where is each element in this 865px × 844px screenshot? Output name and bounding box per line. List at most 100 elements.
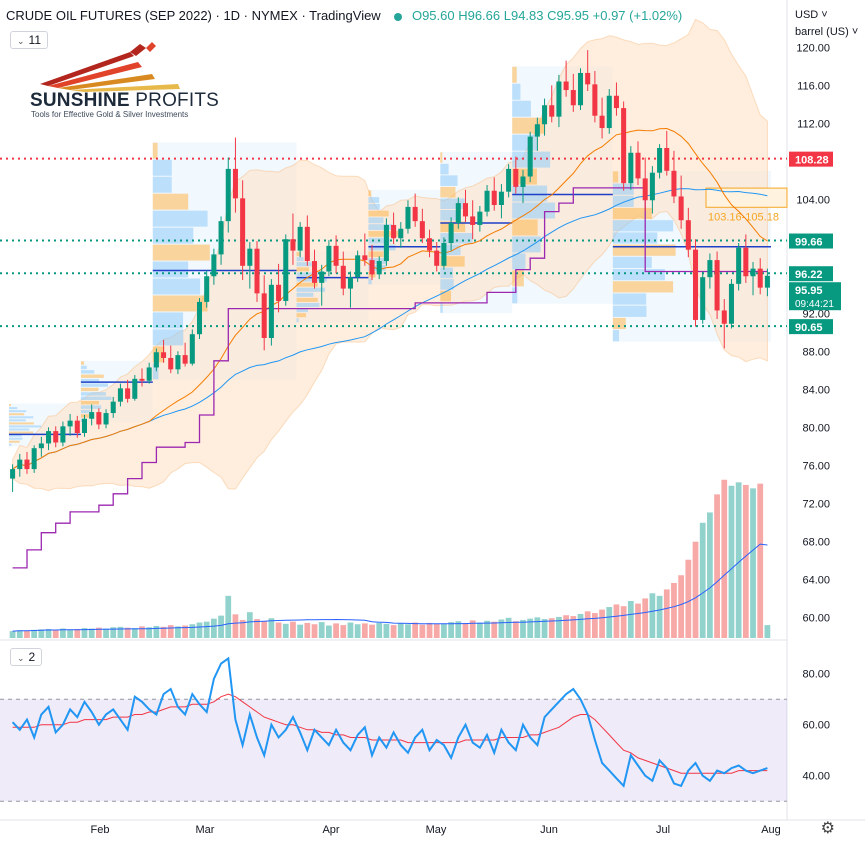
- volume-bar: [311, 624, 318, 638]
- gear-icon[interactable]: ⚙: [820, 820, 835, 837]
- candle-body: [556, 81, 562, 117]
- candle-body: [534, 124, 540, 137]
- volume-bars: [9, 479, 771, 638]
- volume-bar: [541, 619, 548, 638]
- candle-body: [211, 254, 217, 277]
- candle-body: [60, 426, 66, 443]
- candle: [714, 251, 720, 319]
- volume-bar: [326, 625, 332, 638]
- profile-row: [152, 176, 172, 193]
- candle: [232, 137, 238, 213]
- profile-row: [152, 193, 189, 210]
- candle-body: [477, 211, 483, 225]
- volume-bar: [333, 623, 339, 638]
- candle-body: [613, 95, 619, 109]
- profile-row: [152, 363, 159, 380]
- candle: [664, 130, 670, 176]
- candle-body: [67, 420, 73, 427]
- profile-row: [296, 302, 320, 308]
- candle: [549, 85, 555, 123]
- rsi-indicators-toggle-button[interactable]: ⌄ 2: [10, 648, 43, 666]
- profile-row: [9, 443, 12, 446]
- candle-body: [570, 90, 576, 106]
- volume-bar: [16, 630, 23, 638]
- time-tick-label: Jun: [540, 824, 558, 836]
- candle: [556, 74, 562, 128]
- profile-row: [9, 404, 11, 407]
- symbol-title[interactable]: CRUDE OIL FUTURES (SEP 2022) · 1D · NYME…: [6, 8, 381, 23]
- candle: [477, 205, 483, 232]
- last-price-label: 95.95: [795, 285, 823, 297]
- volume-bar: [750, 488, 756, 638]
- level-badge-label: 90.65: [795, 322, 823, 334]
- candle: [434, 242, 440, 272]
- volume-bar: [117, 626, 124, 638]
- profile-row: [152, 295, 208, 312]
- candle: [362, 233, 368, 266]
- candle-body: [549, 105, 555, 117]
- candle: [369, 244, 375, 281]
- candle-body: [232, 168, 238, 199]
- candle: [484, 185, 490, 217]
- volume-bar: [103, 628, 109, 638]
- volume-bar: [671, 582, 677, 638]
- profile-row: [440, 244, 461, 256]
- profile-row: [368, 210, 389, 217]
- candle-body: [74, 420, 80, 433]
- profile-row: [512, 253, 526, 270]
- candle: [290, 213, 296, 265]
- volume-bar: [606, 607, 613, 638]
- candle-body: [728, 283, 734, 324]
- profile-row: [612, 317, 626, 330]
- volume-bar: [735, 482, 742, 638]
- profile-row: [80, 414, 90, 418]
- candle: [247, 242, 253, 289]
- candle: [506, 164, 512, 198]
- candle: [649, 166, 655, 214]
- candle: [125, 379, 131, 403]
- candle-body: [671, 170, 677, 197]
- profile-row: [80, 370, 95, 374]
- profile-row: [440, 175, 458, 186]
- profile-row: [368, 278, 372, 285]
- profile-row: [296, 272, 318, 277]
- price-tick-label: 116.00: [797, 80, 830, 92]
- candle: [606, 89, 612, 134]
- volume-bar: [175, 626, 181, 638]
- currency-menu[interactable]: USD ˅: [795, 9, 828, 21]
- candle: [110, 396, 116, 418]
- price-tick-label: 104.00: [796, 194, 830, 206]
- profile-row: [296, 292, 314, 297]
- profile-row: [512, 202, 555, 219]
- candle-body: [664, 148, 670, 171]
- candle-body: [290, 239, 296, 251]
- chart-header: CRUDE OIL FUTURES (SEP 2022) · 1D · NYME…: [6, 8, 682, 23]
- volume-bar: [656, 595, 663, 638]
- profile-row: [512, 287, 518, 304]
- profile-row: [440, 290, 452, 302]
- unit-menu[interactable]: barrel (US) ˅: [795, 26, 858, 38]
- volume-bar: [160, 626, 167, 638]
- profile-row: [152, 261, 189, 278]
- candle: [498, 184, 504, 219]
- volume-bar: [512, 621, 519, 638]
- candle-body: [412, 206, 418, 222]
- bollinger-band-area: [12, 18, 768, 492]
- currency-label: USD: [795, 9, 819, 21]
- candle-body: [455, 203, 461, 224]
- profile-row: [9, 434, 22, 437]
- volume-bar: [153, 625, 160, 638]
- profile-row: [512, 185, 548, 202]
- volume-bar: [110, 627, 117, 638]
- profile-row: [512, 236, 541, 253]
- profile-row: [296, 252, 301, 257]
- candle-body: [38, 443, 44, 449]
- candle-body: [261, 293, 267, 338]
- profile-row: [296, 297, 318, 302]
- indicators-toggle-button[interactable]: ⌄ 11: [10, 31, 49, 49]
- candle-body: [693, 249, 699, 320]
- profile-row: [80, 383, 108, 387]
- rsi-band: [0, 699, 787, 802]
- volume-bar: [354, 624, 361, 638]
